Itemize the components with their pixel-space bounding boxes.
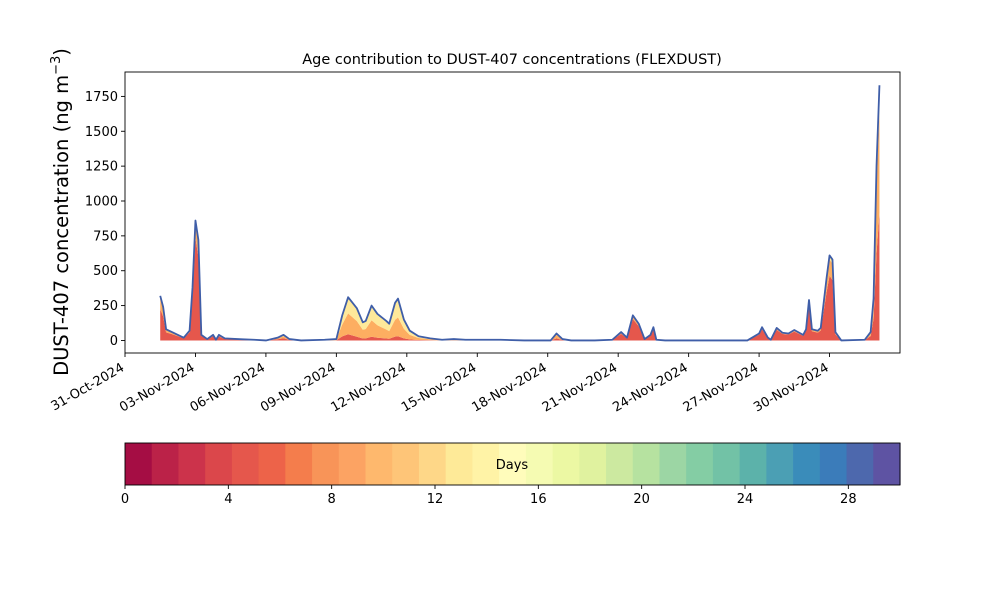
x-tick-label: 03-Nov-2024 bbox=[117, 360, 197, 415]
colorbar-label: Days bbox=[496, 458, 529, 473]
colorbar-cell bbox=[606, 443, 634, 485]
colorbar-cell bbox=[231, 443, 260, 485]
axes-frame bbox=[124, 71, 901, 354]
x-axis: 31-Oct-202403-Nov-202406-Nov-202409-Nov-… bbox=[49, 353, 832, 415]
colorbar-cells bbox=[125, 443, 901, 485]
x-tick-label: 24-Nov-2024 bbox=[610, 360, 690, 415]
colorbar-tick-label: 12 bbox=[427, 492, 444, 507]
x-tick-label: 18-Nov-2024 bbox=[469, 360, 549, 415]
colorbar-frame bbox=[124, 442, 901, 486]
plot-area bbox=[124, 71, 901, 354]
colorbar-cell bbox=[686, 443, 714, 485]
x-tick-label: 30-Nov-2024 bbox=[751, 360, 831, 415]
colorbar-cell bbox=[846, 443, 874, 485]
colorbar-cell bbox=[392, 443, 420, 485]
colorbar-cell bbox=[659, 443, 687, 485]
y-tick-label: 0 bbox=[110, 334, 118, 349]
colorbar-cell bbox=[125, 443, 153, 485]
age-band-fresh bbox=[160, 212, 880, 341]
chart-title: Age contribution to DUST-407 concentrati… bbox=[302, 52, 722, 68]
y-tick-label: 750 bbox=[93, 229, 118, 244]
colorbar-cell bbox=[472, 443, 500, 485]
y-axis-label-main: DUST-407 concentration (ng m bbox=[50, 75, 73, 376]
colorbar-cell bbox=[712, 443, 741, 485]
colorbar-cell bbox=[525, 443, 554, 485]
colorbar-ticks: 0 4 8 12 16 20 24 28 bbox=[121, 485, 857, 507]
colorbar-cell bbox=[338, 443, 367, 485]
x-tick-label: 21-Nov-2024 bbox=[540, 360, 620, 415]
age-contribution-fills bbox=[160, 85, 880, 341]
total-concentration-line bbox=[159, 85, 881, 342]
colorbar-cell bbox=[739, 443, 767, 485]
x-tick-label: 09-Nov-2024 bbox=[258, 360, 338, 415]
colorbar-cell bbox=[151, 443, 180, 485]
colorbar-cell bbox=[632, 443, 661, 485]
colorbar-cell bbox=[258, 443, 286, 485]
x-tick-label: 15-Nov-2024 bbox=[399, 360, 479, 415]
colorbar-cell bbox=[793, 443, 821, 485]
age-band-intermediate bbox=[160, 110, 880, 341]
colorbar-cell bbox=[365, 443, 393, 485]
colorbar-cell bbox=[205, 443, 233, 485]
colorbar-cell bbox=[418, 443, 447, 485]
colorbar-cell bbox=[579, 443, 607, 485]
colorbar-tick-label: 0 bbox=[121, 492, 129, 507]
y-tick-label: 1750 bbox=[85, 90, 118, 105]
colorbar-tick-label: 8 bbox=[328, 492, 336, 507]
y-tick-label: 250 bbox=[93, 299, 118, 314]
age-band-aged bbox=[160, 85, 880, 341]
y-axis-label: DUST-407 concentration (ng m−3) bbox=[49, 48, 73, 376]
y-tick-label: 1500 bbox=[85, 125, 118, 140]
colorbar-cell bbox=[819, 443, 848, 485]
y-axis: 0 250 500 750 1000 1250 1500 1750 bbox=[85, 90, 125, 349]
y-axis-label-close: ) bbox=[50, 48, 73, 56]
colorbar-tick-label: 28 bbox=[840, 492, 857, 507]
y-tick-label: 500 bbox=[93, 264, 118, 279]
x-tick-label: 12-Nov-2024 bbox=[329, 360, 409, 415]
colorbar-cell bbox=[766, 443, 794, 485]
x-tick-label: 27-Nov-2024 bbox=[681, 360, 761, 415]
colorbar: Days 0 4 8 12 16 20 24 28 bbox=[121, 442, 901, 507]
colorbar-cell bbox=[499, 443, 527, 485]
colorbar-cell bbox=[178, 443, 206, 485]
y-tick-label: 1250 bbox=[85, 160, 118, 175]
colorbar-cell bbox=[552, 443, 580, 485]
colorbar-cell bbox=[445, 443, 474, 485]
colorbar-cell bbox=[312, 443, 340, 485]
colorbar-cell bbox=[873, 443, 901, 485]
colorbar-cell bbox=[285, 443, 313, 485]
y-axis-label-sup: −3 bbox=[49, 56, 64, 75]
x-tick-label: 06-Nov-2024 bbox=[188, 360, 268, 415]
colorbar-tick-label: 4 bbox=[224, 492, 232, 507]
colorbar-tick-label: 16 bbox=[530, 492, 547, 507]
colorbar-tick-label: 20 bbox=[633, 492, 650, 507]
y-tick-label: 1000 bbox=[85, 194, 118, 209]
colorbar-tick-label: 24 bbox=[737, 492, 754, 507]
